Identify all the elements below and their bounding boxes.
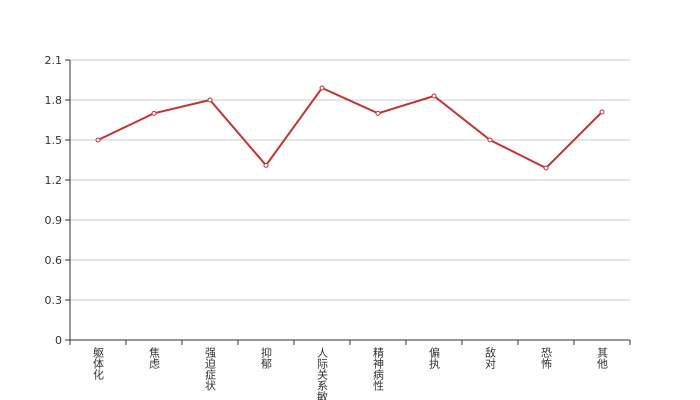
- x-tick-label: 精神病性: [372, 347, 385, 392]
- point: [543, 165, 549, 171]
- point: [95, 137, 101, 143]
- y-tick-label: 0.3: [45, 294, 63, 307]
- y-tick-label: 0: [55, 334, 62, 347]
- x-tick-label: 焦虑: [148, 347, 161, 369]
- x-tick-label: 强迫症状: [204, 347, 217, 391]
- point: [207, 97, 213, 103]
- line: [97, 86, 603, 170]
- point: [319, 85, 325, 91]
- y-tick-label: 2.1: [45, 54, 63, 67]
- x-tick-label: 人际关系敏感: [316, 347, 329, 400]
- point: [599, 109, 605, 115]
- y-tick-label: 0.6: [45, 254, 63, 267]
- x-tick-label: 敌对: [484, 346, 497, 369]
- point: [431, 93, 437, 99]
- y-tick-label: 1.8: [45, 94, 63, 107]
- point: [263, 162, 269, 168]
- point: [375, 110, 381, 116]
- y-tick-label: 0.9: [45, 214, 63, 227]
- point: [151, 110, 157, 116]
- x-tick-label: 躯体化: [92, 347, 105, 381]
- y-tick-label: 1.5: [45, 134, 63, 147]
- point: [487, 137, 493, 143]
- x-tick-label: 恐怖: [540, 347, 553, 369]
- x-tick-label: 抑郁: [260, 346, 273, 369]
- x-tick-label: 偏执: [428, 346, 441, 370]
- x-tick-label: 其他: [596, 347, 609, 369]
- y-tick-label: 1.2: [45, 174, 63, 187]
